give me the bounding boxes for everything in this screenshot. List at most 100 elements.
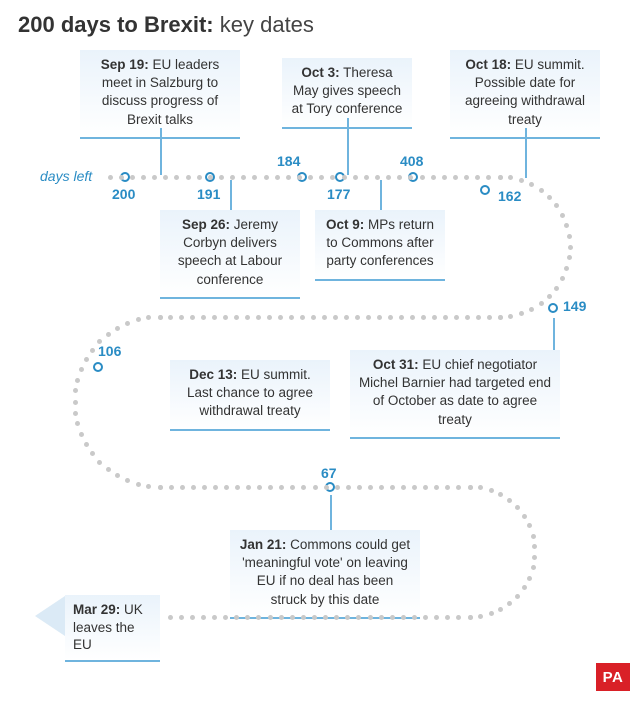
path-dot <box>223 315 228 320</box>
path-dot <box>379 615 384 620</box>
path-dot <box>356 615 361 620</box>
path-dot <box>489 488 494 493</box>
path-dot <box>125 478 130 483</box>
daynum-162: 162 <box>498 188 521 204</box>
path-dot <box>412 485 417 490</box>
path-dot <box>344 315 349 320</box>
path-dot <box>486 175 491 180</box>
path-dot <box>507 498 512 503</box>
path-dot <box>290 615 295 620</box>
path-dot <box>423 615 428 620</box>
path-dot <box>223 615 228 620</box>
stem <box>160 128 162 175</box>
path-dot <box>465 315 470 320</box>
daynum-177: 177 <box>327 186 350 202</box>
path-dot <box>527 576 532 581</box>
path-dot <box>468 485 473 490</box>
path-dot <box>279 485 284 490</box>
path-dot <box>364 175 369 180</box>
path-dot <box>136 317 141 322</box>
path-dot <box>252 175 257 180</box>
title-rest: key dates <box>214 12 314 37</box>
path-dot <box>84 442 89 447</box>
event-date: Oct 3: <box>301 65 339 80</box>
path-dot <box>478 614 483 619</box>
path-dot <box>547 294 552 299</box>
path-dot <box>168 315 173 320</box>
path-dot <box>267 315 272 320</box>
path-dot <box>464 175 469 180</box>
path-dot <box>312 615 317 620</box>
path-dot <box>245 315 250 320</box>
path-dot <box>554 203 559 208</box>
path-dot <box>208 175 213 180</box>
path-dot <box>275 175 280 180</box>
path-dot <box>508 314 513 319</box>
path-dot <box>290 485 295 490</box>
path-dot <box>141 175 146 180</box>
path-dot <box>567 255 572 260</box>
path-dot <box>136 482 141 487</box>
daynum-67: 67 <box>321 465 337 481</box>
path-dot <box>377 315 382 320</box>
event-sep19: Sep 19: EU leaders meet in Salzburg to d… <box>80 50 240 139</box>
path-dot <box>366 315 371 320</box>
path-dot <box>301 615 306 620</box>
path-dot <box>212 615 217 620</box>
event-date: Oct 31: <box>373 357 419 372</box>
path-dot <box>412 615 417 620</box>
path-dot <box>169 485 174 490</box>
path-dot <box>454 315 459 320</box>
path-dot <box>79 367 84 372</box>
path-dot <box>241 175 246 180</box>
path-dot <box>346 485 351 490</box>
path-dot <box>246 485 251 490</box>
timeline-dot <box>548 303 558 313</box>
path-dot <box>219 175 224 180</box>
path-dot <box>456 485 461 490</box>
path-dot <box>313 485 318 490</box>
path-dot <box>84 357 89 362</box>
path-dot <box>554 286 559 291</box>
path-dot <box>443 315 448 320</box>
path-dot <box>539 301 544 306</box>
path-dot <box>97 460 102 465</box>
path-dot <box>421 315 426 320</box>
path-dot <box>368 485 373 490</box>
stem <box>230 180 232 210</box>
path-dot <box>560 276 565 281</box>
path-dot <box>186 175 191 180</box>
path-dot <box>90 348 95 353</box>
path-dot <box>508 175 513 180</box>
path-dot <box>106 332 111 337</box>
path-dot <box>278 315 283 320</box>
timeline-dot <box>480 185 490 195</box>
exit-arrow-icon <box>35 596 65 636</box>
path-dot <box>390 615 395 620</box>
path-dot <box>90 451 95 456</box>
path-dot <box>333 315 338 320</box>
path-dot <box>264 175 269 180</box>
path-dot <box>342 175 347 180</box>
path-dot <box>119 175 124 180</box>
pa-logo: PA <box>596 663 630 691</box>
path-dot <box>434 485 439 490</box>
path-dot <box>410 315 415 320</box>
event-oct18: Oct 18: EU summit. Possible date for agr… <box>450 50 600 139</box>
path-dot <box>125 321 130 326</box>
path-dot <box>224 485 229 490</box>
path-dot <box>235 485 240 490</box>
path-dot <box>324 485 329 490</box>
path-dot <box>498 492 503 497</box>
path-dot <box>322 315 327 320</box>
path-dot <box>445 485 450 490</box>
path-dot <box>567 234 572 239</box>
path-dot <box>323 615 328 620</box>
path-dot <box>519 178 524 183</box>
path-dot <box>180 485 185 490</box>
path-dot <box>468 615 473 620</box>
stem <box>553 318 555 350</box>
path-dot <box>498 175 503 180</box>
path-dot <box>191 485 196 490</box>
path-dot <box>212 315 217 320</box>
